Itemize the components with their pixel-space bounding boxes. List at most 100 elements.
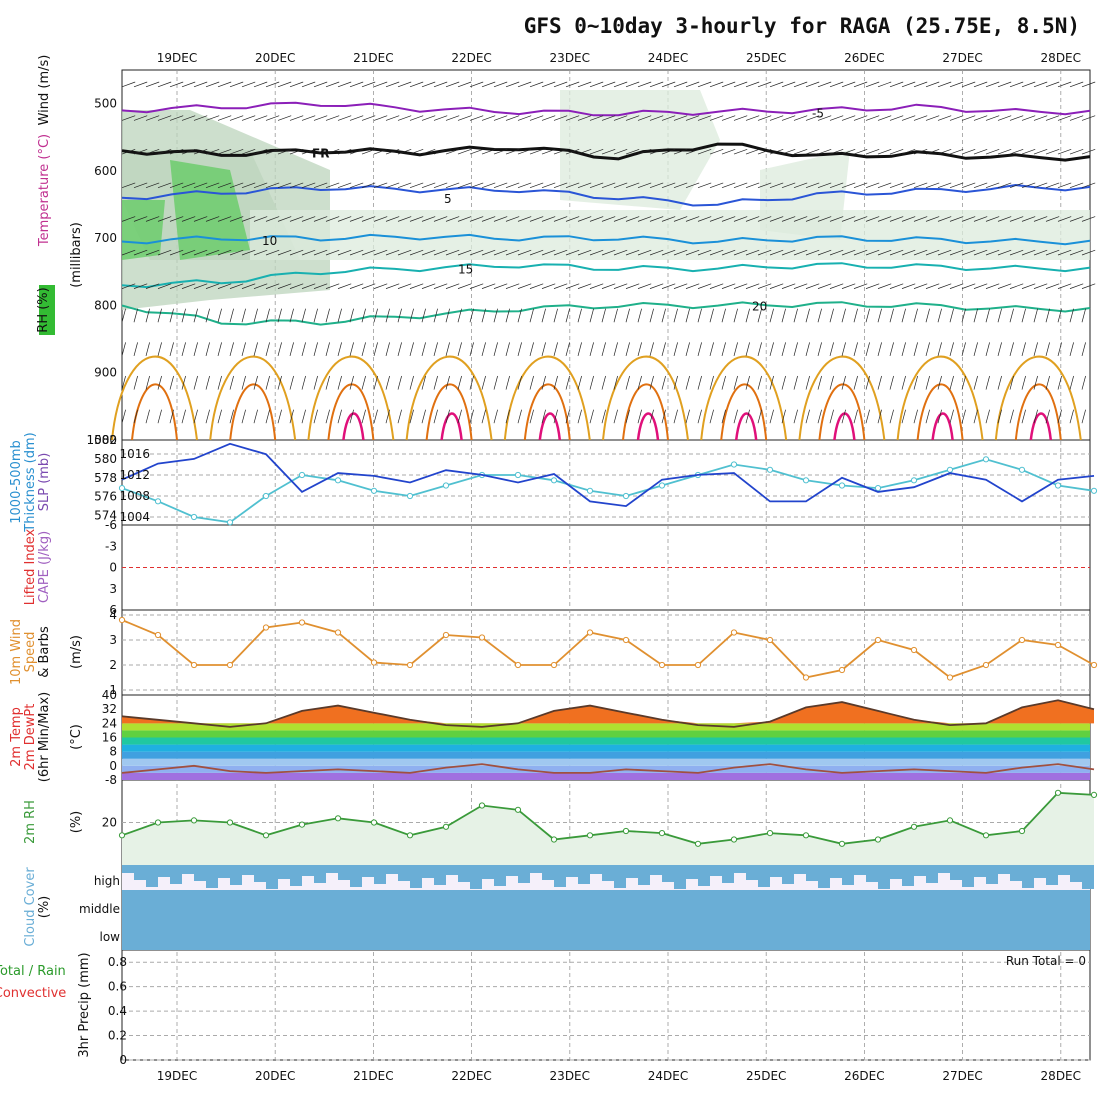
wind-barb: [373, 308, 378, 323]
wind-barb: [217, 249, 232, 256]
pressure-tick: 1000: [86, 433, 117, 447]
wind-barb: [937, 283, 952, 289]
wind-barb: [157, 308, 162, 323]
wind-barb: [721, 216, 736, 222]
wind-barb: [649, 216, 664, 222]
wind-barb: [205, 308, 210, 323]
rh-shading: [560, 90, 720, 210]
wind-barb: [301, 115, 316, 121]
wind-barb: [673, 308, 678, 323]
wind-barb: [217, 81, 232, 88]
wind-barb: [805, 308, 810, 323]
wind-barb: [157, 216, 172, 222]
wind-barb: [781, 81, 796, 88]
wind-barb: [949, 182, 964, 189]
wind-barb: [169, 409, 174, 424]
wind-barb: [1069, 283, 1084, 289]
wind-barb: [349, 81, 364, 88]
hot-contour: [734, 412, 758, 441]
temp-band: [122, 744, 1090, 752]
cloud-high-bar: [662, 865, 674, 882]
cloud-high-bar: [578, 865, 590, 884]
isotherm-20: [121, 301, 1091, 326]
wind-barb: [421, 409, 426, 424]
cloud-high-bar: [290, 865, 302, 886]
wind-barb: [541, 342, 546, 356]
wind-barb: [877, 249, 892, 256]
wind-barb: [1021, 283, 1036, 289]
wind-barb: [685, 375, 690, 390]
wind-barb: [757, 115, 772, 121]
cloud-high-bar: [134, 865, 146, 880]
wind-barb: [433, 283, 448, 289]
wind-barb: [1081, 115, 1096, 121]
wind-barb: [733, 148, 748, 155]
wind-barb: [781, 216, 796, 222]
wind-barb: [817, 249, 832, 256]
wind-barb: [901, 115, 916, 121]
wind-barb: [589, 409, 594, 424]
wind-barb: [433, 375, 438, 390]
wind-barb: [673, 249, 688, 256]
wind-speed-line-point: [802, 674, 810, 681]
wind-barb: [541, 148, 556, 155]
temp-band: [122, 765, 1090, 773]
wind-barb: [457, 115, 472, 121]
wind-barb: [1045, 216, 1060, 222]
wind-barb: [949, 249, 964, 256]
wind-barb: [577, 216, 592, 222]
wind-barb: [937, 81, 952, 88]
cloud-high-bar: [182, 865, 194, 874]
bottom-day-label: 21DEC: [353, 1069, 393, 1083]
wind-barb: [901, 249, 916, 256]
cloud-high-bar: [998, 865, 1010, 874]
cloud-high-bar: [1082, 865, 1094, 889]
wind-barb: [973, 115, 988, 121]
wind-barb: [685, 342, 690, 356]
wind-barb: [649, 81, 664, 88]
warm-contour: [720, 383, 768, 441]
wind-barb: [1009, 308, 1014, 323]
wind-barb: [637, 249, 652, 256]
temp-tick: 40: [102, 688, 117, 702]
wind-barb: [469, 182, 484, 189]
wind-barb: [685, 283, 700, 289]
wind-speed-line-point: [622, 636, 630, 644]
wind-barb: [625, 148, 640, 155]
wind-barb: [853, 249, 868, 256]
wind-barb: [517, 249, 532, 256]
wind-barb: [973, 375, 978, 390]
wind-barb: [1081, 182, 1096, 189]
rh-line-point: [586, 832, 594, 839]
wind-barb: [865, 182, 880, 189]
slp-line-point: [874, 485, 882, 492]
cloud-high-bar: [158, 865, 170, 877]
wind-barb: [805, 342, 810, 356]
wind-speed-line-point: [298, 619, 306, 626]
wind-barb: [973, 342, 978, 356]
thickness-tick: 574: [94, 509, 117, 523]
wind-barb: [289, 283, 304, 289]
wind-barb: [685, 115, 700, 121]
wind-barb: [685, 81, 700, 88]
wind-barb: [901, 216, 916, 222]
slp-line-point: [262, 492, 270, 500]
wind-barb: [493, 148, 508, 155]
wind-barb: [565, 283, 580, 289]
wind-barb: [325, 283, 340, 289]
wind-barb: [997, 182, 1012, 189]
rh-legend-swatch: [39, 285, 55, 335]
wind-barb: [409, 81, 424, 88]
y-axis-title: 3hr Precip (mm): [77, 952, 92, 1057]
wind-barb: [1021, 409, 1026, 424]
wind-barb: [877, 115, 892, 121]
wind-speed-line-point: [1018, 636, 1026, 644]
slp-line-point: [802, 477, 810, 484]
wind-barb: [841, 182, 856, 189]
wind-barb: [229, 409, 234, 424]
wind-barb: [169, 81, 184, 88]
wind-barb: [193, 409, 198, 424]
temp-band: [122, 772, 1090, 780]
wind-barb: [901, 182, 916, 189]
wind-barb: [457, 148, 472, 155]
